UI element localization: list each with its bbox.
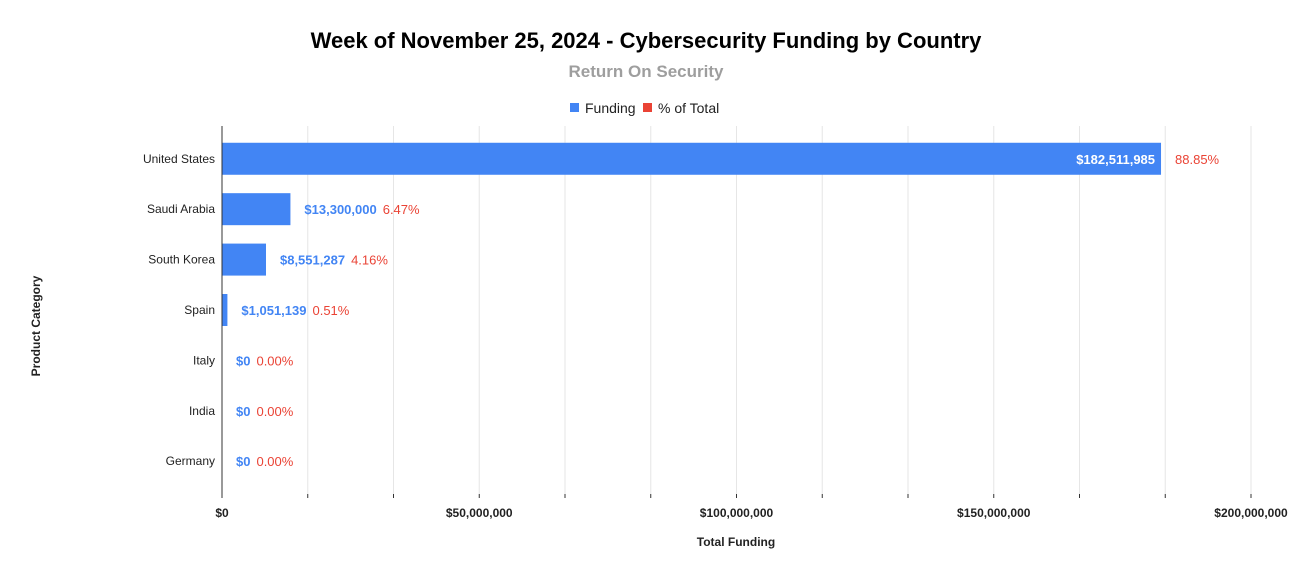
category-labels: United States Saudi Arabia South Korea Spai… [143, 152, 215, 468]
legend: Funding % of Total [570, 100, 719, 116]
category-label: Italy [193, 353, 215, 367]
category-label: Spain [184, 303, 215, 317]
legend-label-percent: % of Total [658, 100, 719, 116]
category-label: India [189, 404, 215, 418]
bar-value-label: $8,551,287 [280, 253, 345, 268]
legend-swatch-percent [643, 103, 652, 112]
bars: $182,511,985 88.85% $13,300,000 6.47% $8,551… [222, 142, 1220, 469]
percent-label: 4.16% [351, 253, 388, 268]
category-label: South Korea [148, 253, 215, 267]
bar-value-label: $13,300,000 [304, 202, 376, 217]
y-axis-title: Product Category [29, 275, 43, 376]
category-label: Germany [166, 454, 215, 468]
x-tick-label: $0 [215, 506, 229, 520]
category-label: Saudi Arabia [147, 202, 215, 216]
percent-label: 88.85% [1175, 152, 1220, 167]
percent-label: 0.00% [256, 404, 293, 419]
bar-value-label: $1,051,139 [241, 303, 306, 318]
x-axis-ticks: $0 $50,000,000 $100,000,000 $150,000,000 $20… [215, 506, 1288, 520]
bar [222, 243, 266, 276]
percent-label: 6.47% [383, 202, 420, 217]
bar-value-label: $0 [236, 353, 250, 368]
x-tick-label: $200,000,000 [1214, 506, 1288, 520]
percent-label: 0.00% [256, 353, 293, 368]
legend-label-funding: Funding [585, 100, 636, 116]
bar [222, 294, 228, 326]
chart-subtitle: Return On Security [569, 62, 724, 81]
bar-value-label: $182,511,985 [1076, 152, 1155, 167]
category-label: United States [143, 152, 215, 166]
legend-swatch-funding [570, 103, 579, 112]
bar-value-label: $0 [236, 454, 250, 469]
percent-label: 0.51% [312, 303, 349, 318]
percent-label: 0.00% [256, 454, 293, 469]
gridlines [221, 126, 1252, 498]
x-tick-label: $100,000,000 [700, 506, 774, 520]
bar-value-label: $0 [236, 404, 250, 419]
x-tick-label: $150,000,000 [957, 506, 1031, 520]
bar [222, 142, 1162, 175]
x-axis-title: Total Funding [697, 535, 775, 549]
bar [222, 193, 291, 226]
chart-title: Week of November 25, 2024 - Cybersecurit… [311, 28, 983, 53]
x-tick-label: $50,000,000 [446, 506, 513, 520]
